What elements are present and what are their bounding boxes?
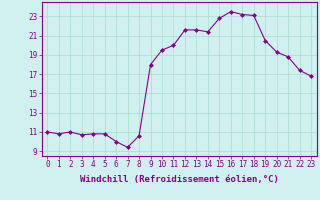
X-axis label: Windchill (Refroidissement éolien,°C): Windchill (Refroidissement éolien,°C) — [80, 175, 279, 184]
